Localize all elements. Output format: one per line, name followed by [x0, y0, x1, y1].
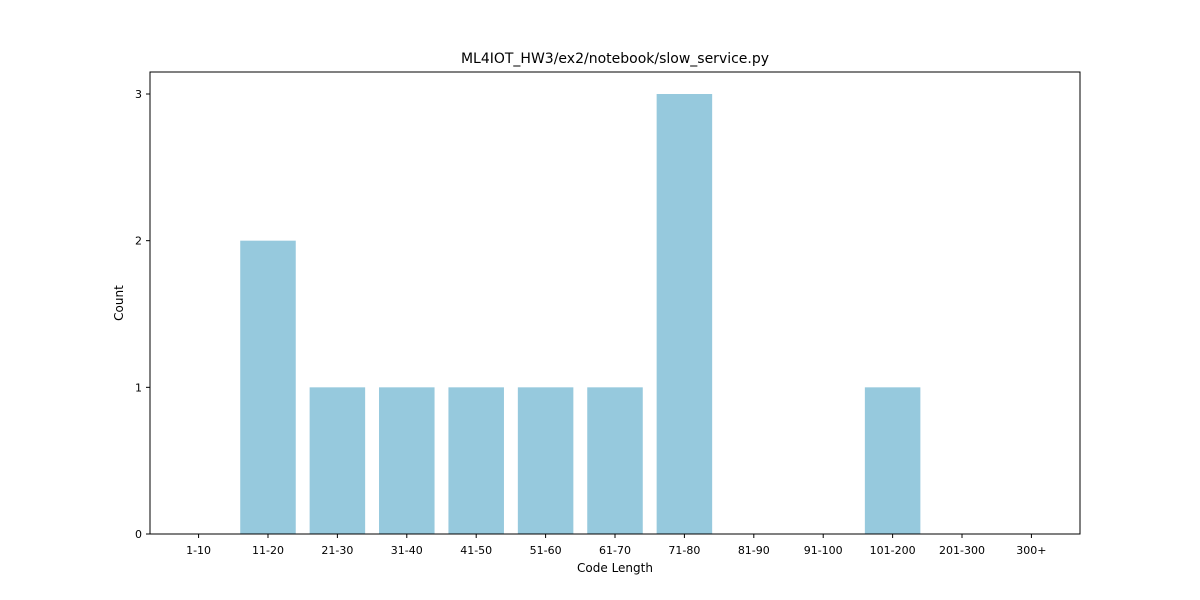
x-tick-label: 21-30: [321, 544, 353, 557]
x-axis-label: Code Length: [577, 561, 653, 575]
bar-101-200: [864, 387, 921, 534]
x-tick-label: 81-90: [738, 544, 770, 557]
bar-51-60: [517, 387, 574, 534]
chart-title: ML4IOT_HW3/ex2/notebook/slow_service.py: [461, 51, 769, 67]
bar-11-20: [240, 240, 296, 534]
x-tick-label: 300+: [1016, 544, 1046, 557]
x-tick-label: 41-50: [460, 544, 492, 557]
x-tick-label: 61-70: [599, 544, 631, 557]
x-tick-label: 91-100: [804, 544, 843, 557]
y-axis-ticks: 0 1 2 3: [135, 88, 150, 541]
bar-21-30: [309, 387, 366, 534]
y-tick-label: 3: [135, 88, 142, 101]
x-tick-label: 51-60: [530, 544, 562, 557]
bars-group: [240, 94, 921, 534]
bar-31-40: [379, 387, 435, 534]
x-tick-label: 201-300: [939, 544, 985, 557]
y-axis-label: Count: [112, 285, 126, 321]
y-tick-label: 0: [135, 528, 142, 541]
y-tick-label: 1: [135, 381, 142, 394]
x-tick-label: 31-40: [391, 544, 423, 557]
bar-41-50: [448, 387, 504, 534]
x-tick-label: 71-80: [668, 544, 700, 557]
y-tick-label: 2: [135, 235, 142, 248]
x-axis-ticks: 1-10 11-20 21-30 31-40 41-50 51-60 61-70 71-80 8…: [186, 534, 1047, 557]
x-tick-label: 11-20: [252, 544, 284, 557]
x-tick-label: 1-10: [186, 544, 211, 557]
bar-71-80: [656, 94, 713, 534]
x-tick-label: 101-200: [870, 544, 916, 557]
bar-61-70: [587, 387, 643, 534]
